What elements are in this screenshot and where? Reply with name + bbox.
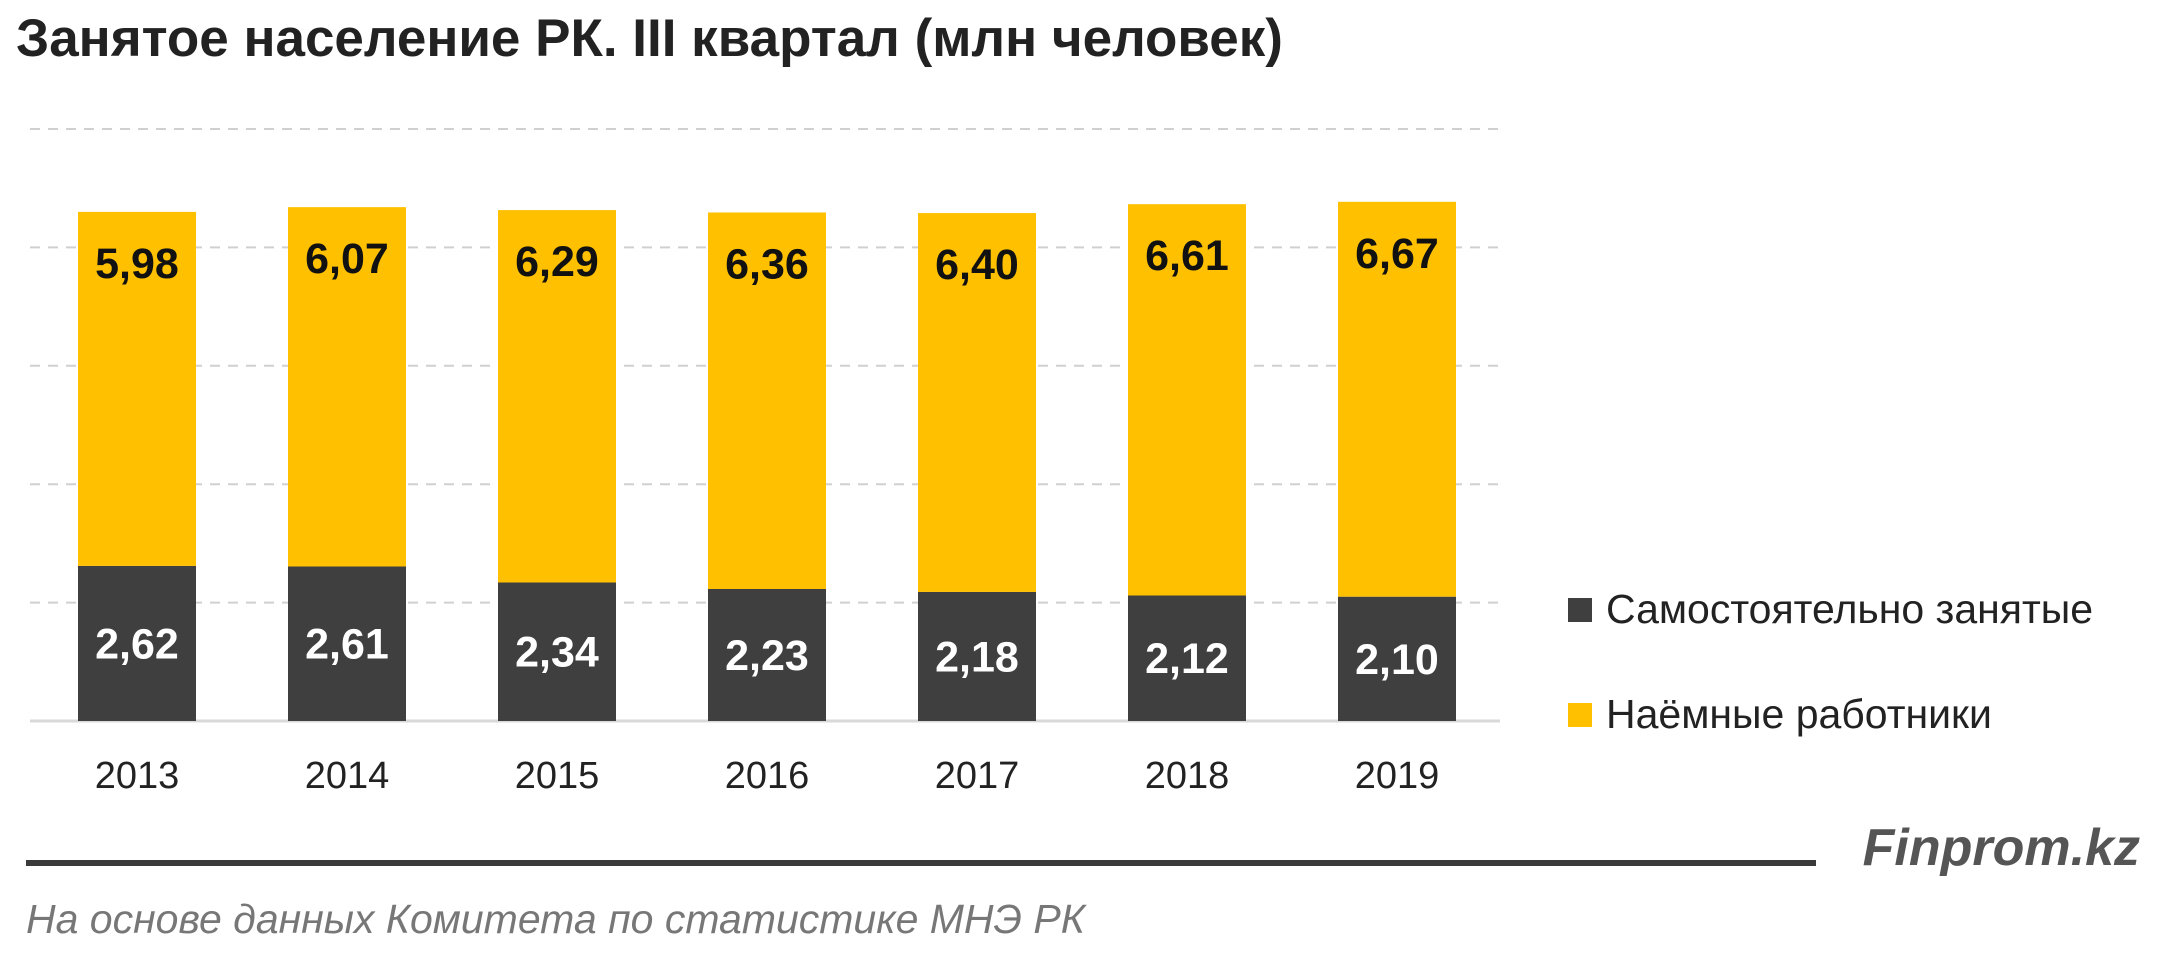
legend-item-hired-workers: Наёмные работники [1568, 691, 1992, 738]
legend-label: Самостоятельно занятые [1606, 586, 2094, 632]
chart-title: Занятое население РК. III квартал (млн ч… [16, 9, 1283, 68]
source-note: На основе данных Комитета по статистике … [26, 896, 1085, 942]
x-tick-label-2013: 2013 [95, 755, 180, 797]
bar-self-employed-2017 [918, 591, 1036, 721]
bar-hired-workers-2017 [918, 213, 1036, 592]
x-tick-label-2015: 2015 [515, 755, 600, 797]
x-tick-label-2018: 2018 [1145, 755, 1230, 797]
data-label-hired-workers-2018: 6,61 [1145, 232, 1229, 280]
x-tick-label-2014: 2014 [305, 755, 390, 797]
data-label-self-employed-2014: 2,61 [305, 621, 389, 669]
bar-self-employed-2019 [1338, 596, 1456, 721]
bars: 2,62 5,98 2,61 6,07 2,34 6,29 2,23 6,36 2,18 6,40… [78, 201, 1456, 721]
x-tick-label-2019: 2019 [1355, 755, 1440, 797]
data-label-hired-workers-2014: 6,07 [305, 235, 389, 283]
data-label-self-employed-2017: 2,18 [935, 633, 1019, 681]
footer-divider [26, 860, 1816, 866]
bar-hired-workers-2014 [288, 207, 406, 567]
data-label-hired-workers-2017: 6,40 [935, 241, 1019, 289]
data-label-self-employed-2013: 2,62 [95, 620, 179, 668]
bar-self-employed-2018 [1128, 595, 1246, 721]
data-label-self-employed-2018: 2,12 [1145, 635, 1229, 683]
legend-swatch-yellow [1568, 702, 1592, 727]
grid-lines [30, 128, 1500, 604]
bar-hired-workers-2013 [78, 211, 196, 566]
bar-hired-workers-2016 [708, 212, 826, 589]
x-tick-label-2016: 2016 [725, 755, 810, 797]
data-label-self-employed-2016: 2,23 [725, 632, 809, 680]
bar-chart: 2,62 5,98 2,61 6,07 2,34 6,29 2,23 6,36 2,18 6,40… [30, 128, 1500, 797]
bar-hired-workers-2018 [1128, 204, 1246, 596]
bar-hired-workers-2015 [498, 210, 616, 583]
legend-swatch-dark [1568, 597, 1592, 622]
x-tick-labels: 2013 2014 2015 2016 2017 2018 2019 [95, 755, 1440, 797]
bar-self-employed-2014 [288, 566, 406, 721]
data-label-hired-workers-2015: 6,29 [515, 238, 599, 286]
data-label-self-employed-2019: 2,10 [1355, 636, 1439, 684]
data-label-hired-workers-2016: 6,36 [725, 240, 809, 288]
data-label-hired-workers-2019: 6,67 [1355, 230, 1439, 278]
bar-self-employed-2016 [708, 588, 826, 721]
legend-label: Наёмные работники [1606, 691, 1992, 737]
data-label-hired-workers-2013: 5,98 [95, 240, 179, 288]
bar-self-employed-2013 [78, 565, 196, 721]
brand-logo-text: Finprom.kz [1862, 819, 2140, 877]
legend-item-self-employed: Самостоятельно занятые [1568, 586, 2093, 633]
data-label-self-employed-2015: 2,34 [515, 629, 599, 677]
x-tick-label-2017: 2017 [935, 755, 1020, 797]
bar-hired-workers-2019 [1338, 201, 1456, 597]
bar-self-employed-2015 [498, 582, 616, 721]
